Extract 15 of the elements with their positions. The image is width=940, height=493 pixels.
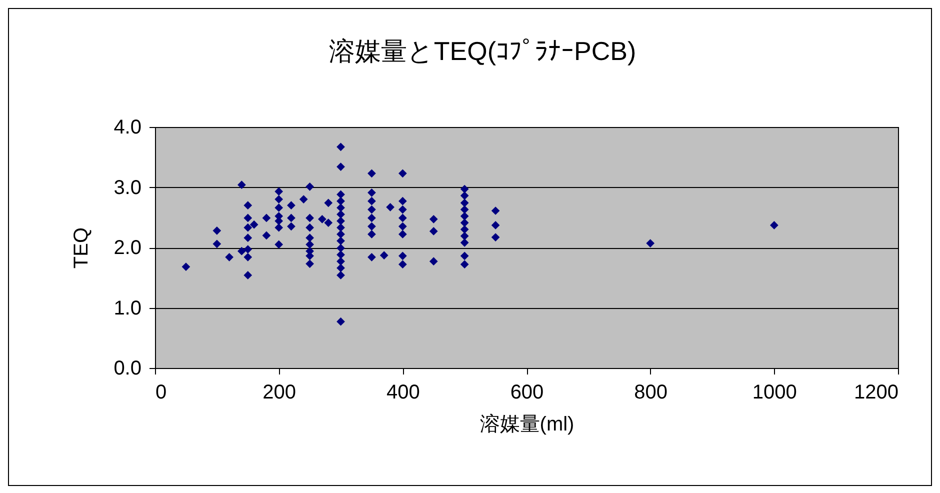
y-axis-title: TEQ [70,227,93,269]
x-tick-label: 200 [262,382,296,404]
x-tick-label: 1200 [854,382,898,404]
x-tick-label: 0 [156,382,167,404]
x-tick-label: 600 [510,382,544,404]
y-tick-label: 2.0 [114,237,142,259]
y-tick-label: 3.0 [114,176,142,199]
y-tick-label: 0.0 [114,358,142,380]
x-tick-label: 1000 [752,382,797,404]
x-tick-label: 800 [634,382,668,404]
y-tick-label: 1.0 [114,297,142,320]
y-tick-label: 4.0 [114,116,142,138]
x-axis-title: 溶媒量(ml) [480,414,574,436]
chart-title: 溶媒量とTEQ(ｺﾌﾟﾗﾅｰPCB) [328,36,636,66]
x-tick-label: 400 [386,382,420,404]
